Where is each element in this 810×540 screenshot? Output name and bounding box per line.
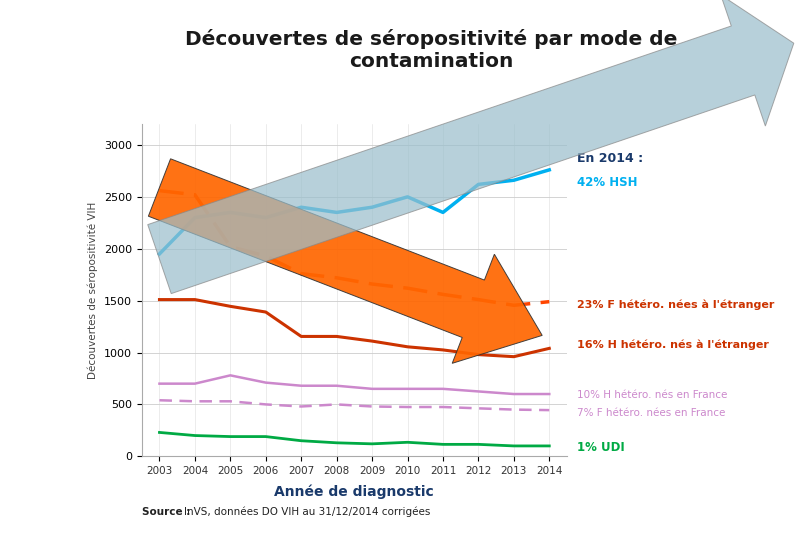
- Text: En 2014 :: En 2014 :: [577, 152, 643, 165]
- Text: Découvertes de séropositivité par mode de
contamination: Découvertes de séropositivité par mode d…: [185, 30, 677, 71]
- Text: 42% HSH: 42% HSH: [577, 176, 637, 189]
- Text: Infection VIH en 2015: Infection VIH en 2015: [19, 187, 33, 331]
- Text: InVS, données DO VIH au 31/12/2014 corrigées: InVS, données DO VIH au 31/12/2014 corri…: [184, 507, 430, 517]
- Text: 16% H hétéro. nés à l'étranger: 16% H hétéro. nés à l'étranger: [577, 340, 769, 350]
- Text: 1% UDI: 1% UDI: [577, 441, 625, 454]
- Y-axis label: Découvertes de séropositivité VIH: Découvertes de séropositivité VIH: [87, 201, 98, 379]
- Text: 23% F hétéro. nées à l'étranger: 23% F hétéro. nées à l'étranger: [577, 299, 774, 309]
- X-axis label: Année de diagnostic: Année de diagnostic: [275, 484, 434, 499]
- Text: 10% H hétéro. nés en France: 10% H hétéro. nés en France: [577, 390, 727, 400]
- Text: 34: 34: [17, 512, 36, 526]
- Text: Source :: Source :: [142, 507, 194, 517]
- Text: 7% F hétéro. nées en France: 7% F hétéro. nées en France: [577, 408, 725, 418]
